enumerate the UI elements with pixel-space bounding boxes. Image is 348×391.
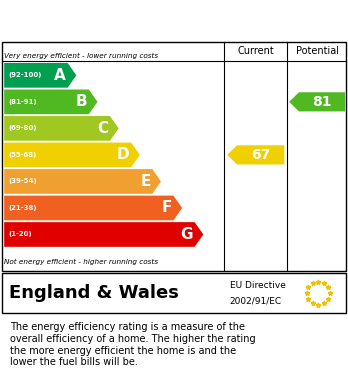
Text: 81: 81	[312, 95, 332, 109]
Text: B: B	[76, 94, 87, 109]
Text: Very energy efficient - lower running costs: Very energy efficient - lower running co…	[4, 53, 158, 59]
Polygon shape	[4, 222, 203, 247]
Polygon shape	[4, 116, 119, 141]
Text: F: F	[161, 201, 172, 215]
Polygon shape	[4, 63, 76, 88]
Text: G: G	[180, 227, 193, 242]
Text: England & Wales: England & Wales	[9, 284, 179, 302]
Text: (81-91): (81-91)	[8, 99, 37, 105]
Text: Not energy efficient - higher running costs: Not energy efficient - higher running co…	[4, 259, 158, 265]
Text: 2002/91/EC: 2002/91/EC	[230, 296, 282, 305]
Text: The energy efficiency rating is a measure of the
overall efficiency of a home. T: The energy efficiency rating is a measur…	[10, 322, 256, 367]
Polygon shape	[4, 196, 182, 220]
Text: Potential: Potential	[296, 46, 339, 56]
Text: D: D	[117, 147, 129, 162]
Text: Current: Current	[237, 46, 274, 56]
Text: (55-68): (55-68)	[8, 152, 37, 158]
Text: (92-100): (92-100)	[8, 72, 42, 78]
Text: (39-54): (39-54)	[8, 178, 37, 185]
Polygon shape	[4, 169, 161, 194]
Text: 67: 67	[251, 148, 270, 162]
Text: EU Directive: EU Directive	[230, 281, 286, 290]
Text: (69-80): (69-80)	[8, 126, 37, 131]
Text: E: E	[140, 174, 151, 189]
Polygon shape	[4, 143, 140, 167]
Text: Energy Efficiency Rating: Energy Efficiency Rating	[50, 11, 298, 30]
Polygon shape	[289, 92, 345, 111]
Polygon shape	[4, 90, 97, 114]
Text: (21-38): (21-38)	[8, 205, 37, 211]
Text: A: A	[54, 68, 66, 83]
Text: (1-20): (1-20)	[8, 231, 32, 237]
Polygon shape	[227, 145, 284, 165]
Text: C: C	[97, 121, 108, 136]
